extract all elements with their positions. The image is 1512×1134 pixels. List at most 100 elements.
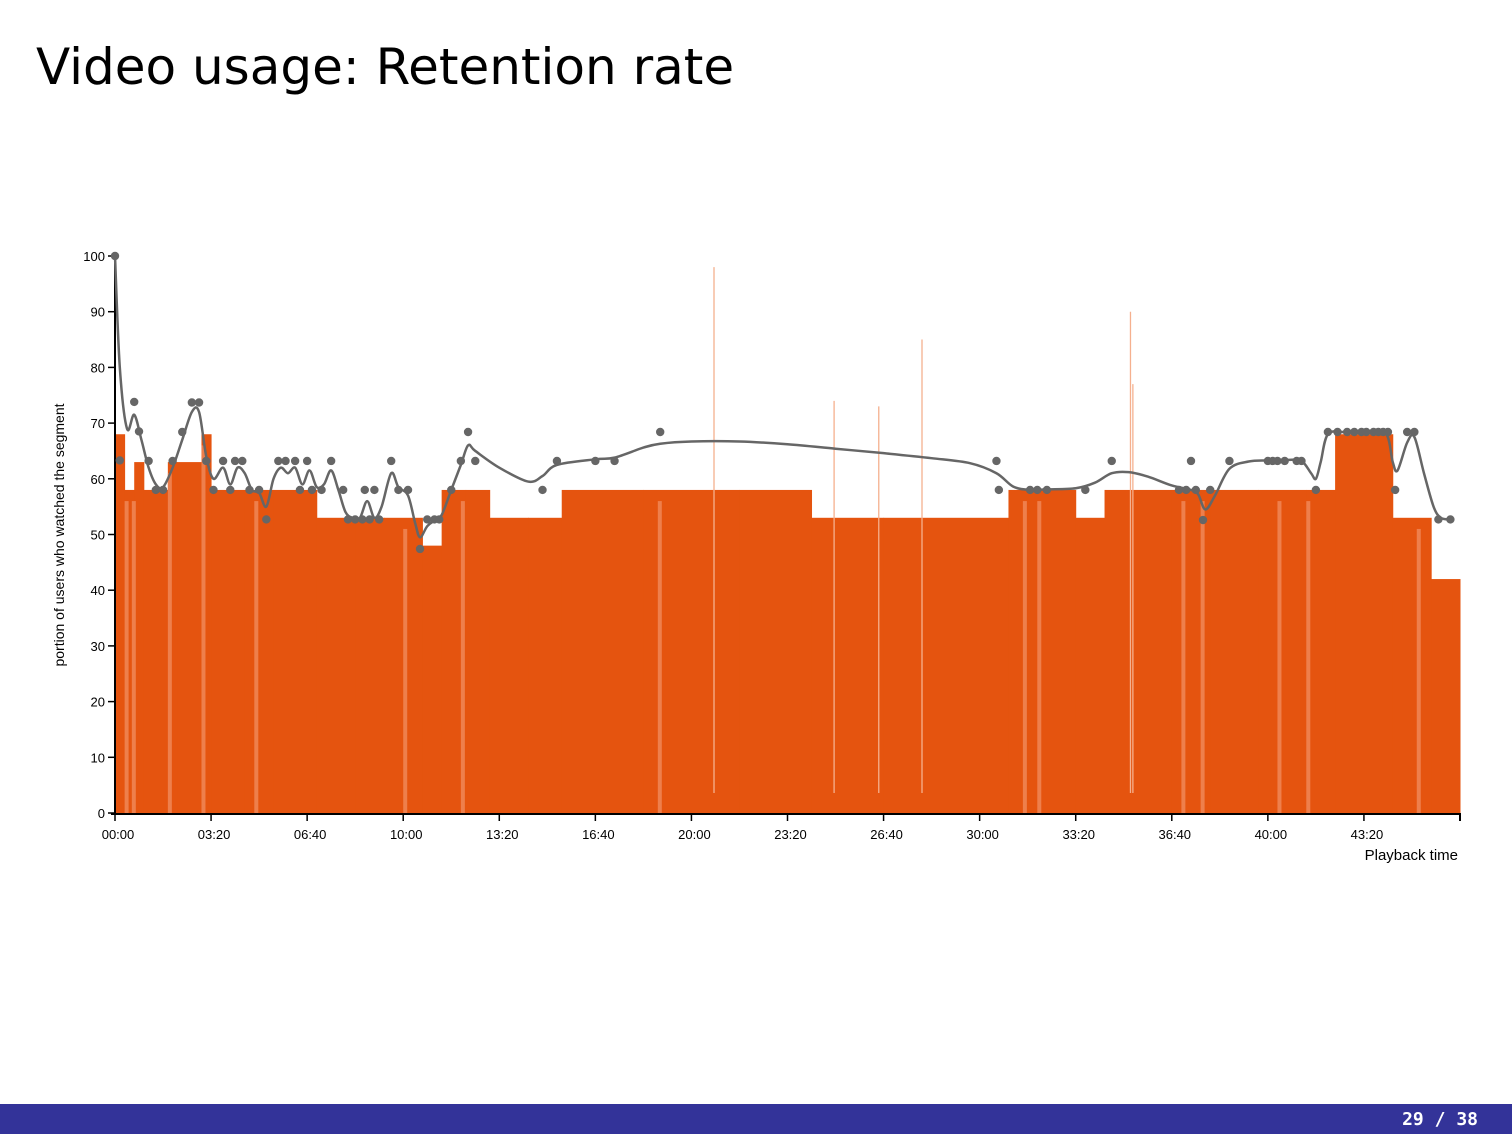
y-tick-label: 100 bbox=[83, 249, 105, 264]
data-point bbox=[317, 485, 326, 495]
data-point bbox=[992, 456, 1001, 466]
x-tick-label: 43:20 bbox=[1351, 827, 1384, 842]
page-separator: / bbox=[1434, 1109, 1446, 1130]
data-point bbox=[1186, 456, 1196, 466]
bar-highlight bbox=[1277, 501, 1282, 813]
x-tick-label: 33:20 bbox=[1062, 827, 1095, 842]
bar-segment bbox=[273, 489, 299, 813]
bar-highlight bbox=[201, 445, 206, 813]
y-tick-label: 30 bbox=[91, 639, 105, 654]
data-point bbox=[1434, 515, 1443, 524]
x-tick-label: 13:20 bbox=[486, 827, 519, 842]
x-axis-label: Playback time bbox=[1365, 847, 1458, 864]
data-point bbox=[168, 456, 177, 466]
data-point bbox=[610, 456, 619, 466]
x-tick-label: 23:20 bbox=[774, 827, 807, 842]
data-point bbox=[1323, 427, 1333, 437]
bar-highlight bbox=[131, 501, 136, 813]
bar-segment bbox=[1306, 489, 1336, 813]
page-total: 38 bbox=[1456, 1109, 1478, 1130]
data-point bbox=[110, 251, 120, 261]
bar-highlight bbox=[460, 501, 465, 813]
bar-segment bbox=[143, 489, 169, 813]
bar-segment bbox=[489, 517, 529, 813]
x-tick-label: 10:00 bbox=[390, 827, 423, 842]
data-point bbox=[435, 515, 444, 524]
bar-highlight bbox=[1306, 501, 1311, 813]
bar-segment bbox=[1431, 579, 1461, 813]
data-point bbox=[552, 456, 562, 466]
bar-segment bbox=[201, 434, 212, 813]
bar-highlight bbox=[254, 501, 259, 813]
labels-layer: Playback time portion of users who watch… bbox=[51, 403, 1458, 864]
y-tick-label: 60 bbox=[91, 472, 105, 487]
data-point bbox=[307, 485, 317, 495]
bar-segment bbox=[1392, 517, 1432, 813]
y-tick-label: 20 bbox=[91, 695, 105, 710]
x-tick-label: 06:40 bbox=[294, 827, 327, 842]
x-tick-label: 26:40 bbox=[870, 827, 903, 842]
data-point bbox=[230, 456, 240, 466]
bar-segment bbox=[1335, 434, 1394, 813]
data-point bbox=[262, 515, 271, 524]
bar-segment bbox=[422, 545, 443, 813]
points-layer bbox=[110, 251, 1455, 554]
bar-segment bbox=[528, 517, 563, 813]
data-point bbox=[151, 485, 161, 495]
data-point bbox=[374, 515, 384, 524]
y-axis-label: portion of users who watched the segment bbox=[51, 403, 67, 666]
bars-layer bbox=[115, 434, 1461, 813]
data-point bbox=[134, 427, 144, 436]
data-point bbox=[394, 485, 403, 495]
bar-segment bbox=[115, 434, 126, 813]
bar-highlight bbox=[167, 473, 172, 813]
data-point bbox=[1033, 485, 1042, 495]
data-point bbox=[456, 456, 466, 466]
data-point bbox=[158, 485, 168, 495]
data-point bbox=[656, 427, 665, 437]
data-point bbox=[1350, 427, 1359, 437]
bar-segment bbox=[124, 489, 135, 813]
slide-title: Video usage: Retention rate bbox=[36, 38, 735, 96]
x-tick-label: 36:40 bbox=[1159, 827, 1192, 842]
data-point bbox=[365, 515, 374, 524]
data-point bbox=[1198, 515, 1208, 525]
data-point bbox=[202, 456, 211, 466]
bar-segment bbox=[883, 517, 1009, 813]
data-point bbox=[1280, 456, 1289, 466]
bar-highlight bbox=[1416, 528, 1421, 813]
data-point bbox=[403, 485, 413, 495]
x-tick-label: 16:40 bbox=[582, 827, 615, 842]
data-point bbox=[591, 456, 600, 466]
data-point bbox=[1042, 485, 1052, 495]
data-point bbox=[360, 485, 369, 495]
bar-segment bbox=[355, 517, 385, 813]
bar-segment bbox=[167, 462, 178, 813]
data-point bbox=[1342, 427, 1352, 437]
data-point bbox=[1410, 427, 1419, 437]
data-point bbox=[254, 485, 264, 495]
data-point bbox=[538, 485, 547, 495]
data-point bbox=[387, 456, 396, 466]
bar-highlight bbox=[1037, 501, 1042, 813]
data-point bbox=[226, 485, 235, 495]
data-point bbox=[338, 485, 348, 495]
data-point bbox=[1390, 485, 1400, 495]
y-tick-label: 90 bbox=[91, 305, 105, 320]
bar-segment bbox=[1171, 489, 1211, 813]
bar-segment bbox=[739, 489, 813, 813]
data-point bbox=[1206, 485, 1215, 495]
data-point bbox=[994, 485, 1004, 495]
y-tick-label: 70 bbox=[91, 416, 105, 431]
data-point bbox=[447, 485, 456, 495]
y-tick-label: 40 bbox=[91, 583, 105, 598]
bar-segment bbox=[244, 489, 275, 813]
bar-highlight bbox=[1181, 501, 1186, 813]
bar-segment bbox=[1258, 489, 1307, 813]
data-point bbox=[1181, 485, 1191, 495]
data-point bbox=[343, 515, 353, 524]
x-tick-label: 40:00 bbox=[1255, 827, 1288, 842]
bar-segment bbox=[316, 517, 356, 813]
bar-segment bbox=[211, 489, 246, 813]
data-point bbox=[1297, 456, 1306, 466]
